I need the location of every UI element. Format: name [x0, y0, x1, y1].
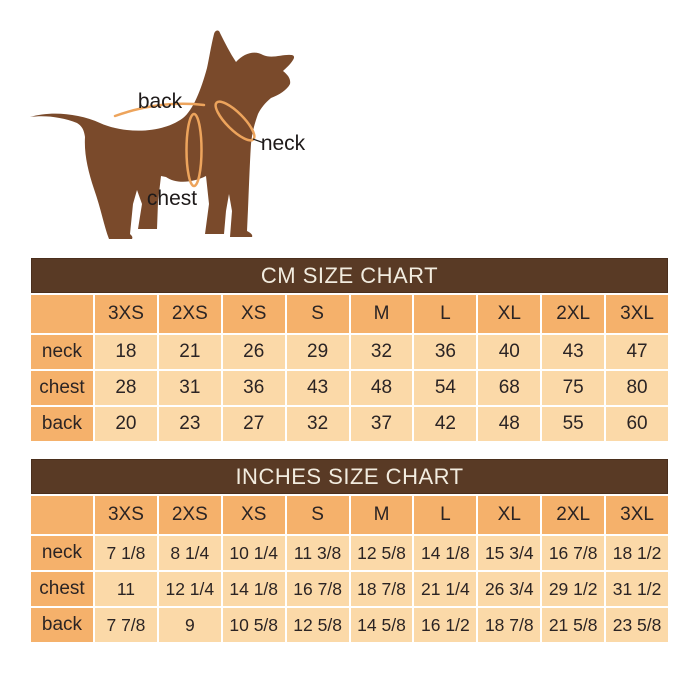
value-cell: 43 — [286, 371, 349, 405]
value-cell: 9 — [158, 608, 221, 642]
size-header-cell: 3XL — [606, 496, 668, 534]
corner-cell — [31, 295, 93, 333]
value-cell: 32 — [286, 407, 349, 441]
value-cell: 12 5/8 — [286, 608, 349, 642]
value-cell: 11 3/8 — [286, 536, 349, 570]
size-header-cell: S — [286, 496, 349, 534]
size-header-cell: L — [414, 496, 477, 534]
value-cell: 12 1/4 — [158, 572, 221, 606]
row-label-cell: neck — [31, 335, 93, 369]
inches-size-chart-table: INCHES SIZE CHART 3XS 2XS XS S M L XL 2XL 3XL nec… — [31, 459, 668, 642]
inches-table-grid: 3XS 2XS XS S M L XL 2XL 3XL neck 7 1/8 8 1/4 10 1/4 1… — [31, 496, 668, 642]
size-header-cell: XL — [478, 295, 541, 333]
value-cell: 42 — [414, 407, 477, 441]
value-cell: 21 5/8 — [542, 608, 605, 642]
value-cell: 29 1/2 — [542, 572, 605, 606]
cm-size-chart-table: CM SIZE CHART 3XS 2XS XS S M L XL 2XL 3XL neck 18 2… — [31, 258, 668, 441]
value-cell: 23 — [158, 407, 221, 441]
value-cell: 14 1/8 — [414, 536, 477, 570]
size-header-cell: 2XL — [542, 496, 605, 534]
row-label-cell: back — [31, 407, 93, 441]
value-cell: 48 — [478, 407, 541, 441]
value-cell: 21 1/4 — [414, 572, 477, 606]
value-cell: 36 — [222, 371, 285, 405]
value-cell: 26 3/4 — [478, 572, 541, 606]
value-cell: 11 — [95, 572, 157, 606]
size-header-cell: 3XS — [95, 295, 157, 333]
size-header-cell: XL — [478, 496, 541, 534]
value-cell: 48 — [350, 371, 413, 405]
value-cell: 16 7/8 — [542, 536, 605, 570]
value-cell: 14 1/8 — [222, 572, 285, 606]
size-header-cell: XS — [222, 496, 285, 534]
value-cell: 75 — [542, 371, 605, 405]
corner-cell — [31, 496, 93, 534]
row-label-cell: chest — [31, 371, 93, 405]
value-cell: 18 — [95, 335, 157, 369]
size-header-cell: M — [350, 496, 413, 534]
size-header-cell: L — [414, 295, 477, 333]
value-cell: 31 1/2 — [606, 572, 668, 606]
value-cell: 23 5/8 — [606, 608, 668, 642]
row-label-cell: back — [31, 608, 93, 642]
value-cell: 47 — [606, 335, 668, 369]
value-cell: 36 — [414, 335, 477, 369]
cm-table-grid: 3XS 2XS XS S M L XL 2XL 3XL neck 18 21 26 29 32 36 40 43 4… — [31, 295, 668, 441]
value-cell: 14 5/8 — [350, 608, 413, 642]
value-cell: 60 — [606, 407, 668, 441]
value-cell: 80 — [606, 371, 668, 405]
cm-table-title-bar: CM SIZE CHART — [31, 258, 668, 293]
size-header-cell: 2XS — [158, 295, 221, 333]
size-header-cell: M — [350, 295, 413, 333]
value-cell: 29 — [286, 335, 349, 369]
value-cell: 12 5/8 — [350, 536, 413, 570]
value-cell: 20 — [95, 407, 157, 441]
value-cell: 18 7/8 — [350, 572, 413, 606]
value-cell: 16 1/2 — [414, 608, 477, 642]
value-cell: 43 — [542, 335, 605, 369]
chest-measure-ellipse — [185, 112, 203, 188]
dog-silhouette — [30, 30, 295, 240]
value-cell: 18 1/2 — [606, 536, 668, 570]
value-cell: 40 — [478, 335, 541, 369]
dog-diagram-svg: back neck chest — [30, 30, 306, 240]
value-cell: 21 — [158, 335, 221, 369]
size-header-cell: 2XS — [158, 496, 221, 534]
value-cell: 27 — [222, 407, 285, 441]
size-header-cell: 3XL — [606, 295, 668, 333]
value-cell: 18 7/8 — [478, 608, 541, 642]
value-cell: 28 — [95, 371, 157, 405]
value-cell: 55 — [542, 407, 605, 441]
neck-measure-label: neck — [261, 132, 306, 155]
value-cell: 8 1/4 — [158, 536, 221, 570]
size-header-cell: 3XS — [95, 496, 157, 534]
inches-table-title-bar: INCHES SIZE CHART — [31, 459, 668, 494]
back-measure-line — [113, 102, 206, 118]
value-cell: 10 1/4 — [222, 536, 285, 570]
value-cell: 7 1/8 — [95, 536, 157, 570]
value-cell: 16 7/8 — [286, 572, 349, 606]
row-label-cell: chest — [31, 572, 93, 606]
dog-measurement-diagram: back neck chest — [20, 4, 360, 254]
value-cell: 68 — [478, 371, 541, 405]
chest-measure-label: chest — [147, 187, 197, 210]
value-cell: 54 — [414, 371, 477, 405]
size-header-cell: XS — [222, 295, 285, 333]
value-cell: 10 5/8 — [222, 608, 285, 642]
value-cell: 15 3/4 — [478, 536, 541, 570]
value-cell: 26 — [222, 335, 285, 369]
size-header-cell: 2XL — [542, 295, 605, 333]
neck-pointer-line — [252, 138, 265, 144]
size-header-cell: S — [286, 295, 349, 333]
value-cell: 32 — [350, 335, 413, 369]
value-cell: 7 7/8 — [95, 608, 157, 642]
value-cell: 37 — [350, 407, 413, 441]
row-label-cell: neck — [31, 536, 93, 570]
back-measure-label: back — [138, 90, 183, 113]
value-cell: 31 — [158, 371, 221, 405]
